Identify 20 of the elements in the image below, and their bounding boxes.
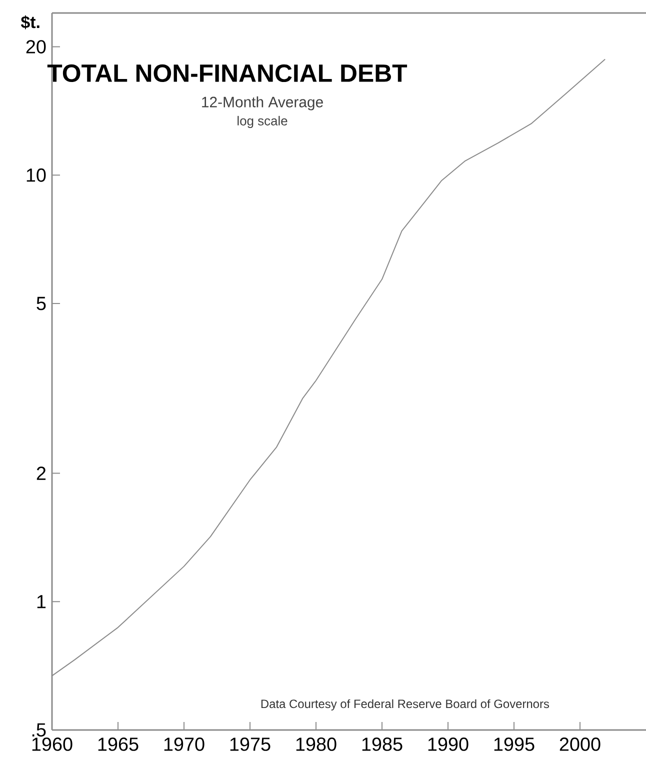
annotation: log scale <box>238 116 288 128</box>
x-tick-label: 1990 <box>428 738 468 751</box>
y-tick-label: 10 <box>26 168 46 182</box>
x-tick-label: 1970 <box>164 738 204 751</box>
text: 12-Month Average <box>202 96 323 110</box>
x-tick-label: 2000 <box>560 738 600 751</box>
x-tick-label: 1975 <box>230 738 270 751</box>
y-tick-label: .5 <box>32 723 46 737</box>
x-tick-label: 1960 <box>32 738 72 751</box>
x-tick-label: 1985 <box>362 738 402 751</box>
text: TOTAL NON-FINANCIAL DEBT <box>47 64 408 82</box>
x-tick-label: 1965 <box>98 738 138 751</box>
y-axis-title: $t. <box>20 15 40 30</box>
x-tick-label: 1980 <box>296 738 336 751</box>
y-tick-label: 20 <box>26 40 46 54</box>
y-tick-label: 1 <box>37 595 46 608</box>
y-tick-label: 5 <box>36 296 46 310</box>
y-tick-label: 2 <box>36 466 46 480</box>
annotation: Data Courtesy of Federal Reserve Board of Governors <box>261 699 550 710</box>
x-tick-label: 1995 <box>494 738 534 751</box>
